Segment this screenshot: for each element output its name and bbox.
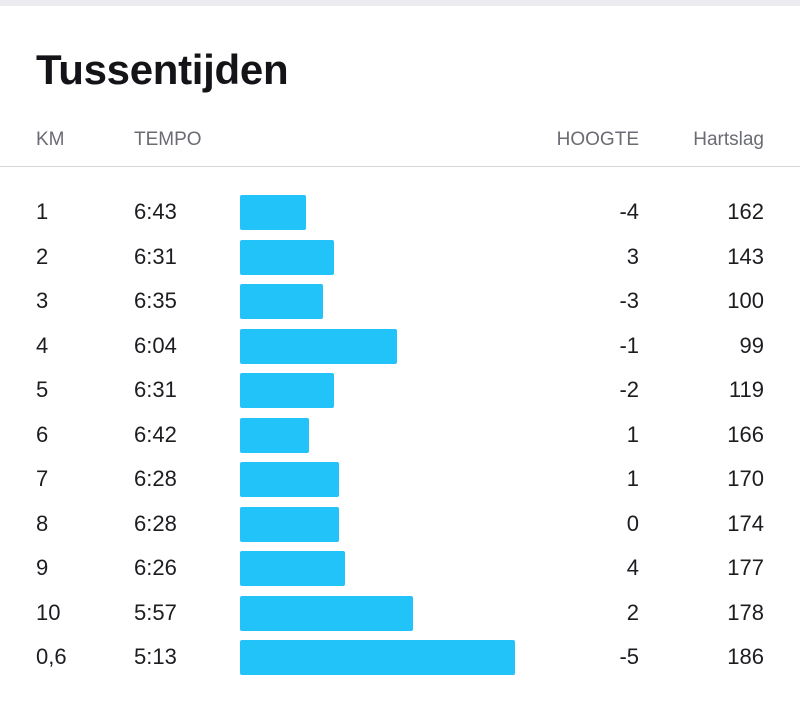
split-km: 8 bbox=[36, 510, 49, 536]
pace-bar bbox=[240, 417, 309, 453]
split-hartslag: 162 bbox=[727, 199, 764, 224]
split-km: 0,6 bbox=[36, 644, 67, 669]
pace-bar bbox=[240, 595, 413, 631]
pace-bar bbox=[240, 328, 397, 364]
split-row: 6 6:42 1 166 bbox=[0, 413, 800, 458]
split-tempo: 6:31 bbox=[134, 243, 177, 269]
split-row: 4 6:04 -1 99 bbox=[0, 324, 800, 369]
split-row: 2 6:31 3 143 bbox=[0, 235, 800, 280]
split-hartslag: 100 bbox=[727, 288, 764, 313]
split-row: 1 6:43 -4 162 bbox=[0, 190, 800, 235]
split-tempo: 5:13 bbox=[134, 644, 177, 669]
split-hoogte: 4 bbox=[626, 555, 639, 580]
split-hartslag: 170 bbox=[727, 466, 764, 491]
split-row: 8 6:28 0 174 bbox=[0, 502, 800, 547]
split-hoogte: 0 bbox=[626, 510, 639, 536]
split-tempo: 5:57 bbox=[134, 599, 177, 625]
pace-bar bbox=[240, 284, 323, 319]
split-row: 0,6 5:13 -5 186 bbox=[0, 635, 800, 680]
top-strip bbox=[0, 0, 800, 6]
split-tempo: 6:42 bbox=[134, 421, 177, 447]
pace-bar bbox=[240, 195, 306, 230]
pace-bar bbox=[240, 373, 334, 408]
column-header-tempo: TEMPO bbox=[134, 129, 202, 150]
page-title: Tussentijden bbox=[36, 46, 289, 93]
pace-bar bbox=[240, 640, 515, 675]
split-km: 1 bbox=[36, 199, 49, 224]
pace-bar bbox=[240, 462, 339, 497]
split-km: 10 bbox=[36, 599, 61, 625]
split-tempo: 6:43 bbox=[134, 199, 177, 224]
split-hoogte: 2 bbox=[626, 599, 639, 625]
split-hoogte: 1 bbox=[626, 421, 639, 447]
column-header-hoogte: HOOGTE bbox=[556, 129, 639, 150]
split-hartslag: 186 bbox=[727, 644, 764, 669]
split-hartslag: 143 bbox=[727, 243, 764, 269]
split-row: 5 6:31 -2 119 bbox=[0, 368, 800, 413]
splits-table: 1 6:43 -4 162 2 6:31 3 143 3 6:35 -3 100 4 6:04 -1 99 5 6… bbox=[0, 190, 800, 680]
split-hoogte: 1 bbox=[626, 466, 639, 491]
pace-bar bbox=[240, 551, 345, 586]
split-hoogte: -2 bbox=[619, 377, 639, 402]
split-km: 7 bbox=[36, 466, 49, 491]
split-hoogte: -4 bbox=[619, 199, 639, 224]
split-hartslag: 166 bbox=[727, 421, 764, 447]
split-hoogte: -3 bbox=[619, 288, 639, 313]
split-hartslag: 99 bbox=[739, 332, 764, 358]
split-tempo: 6:31 bbox=[134, 377, 177, 402]
split-km: 4 bbox=[36, 332, 49, 358]
split-row: 10 5:57 2 178 bbox=[0, 591, 800, 636]
split-hoogte: -5 bbox=[619, 644, 639, 669]
split-km: 5 bbox=[36, 377, 49, 402]
split-hoogte: 3 bbox=[626, 243, 639, 269]
column-header-hartslag: Hartslag bbox=[693, 129, 764, 150]
split-hartslag: 178 bbox=[727, 599, 764, 625]
split-row: 9 6:26 4 177 bbox=[0, 546, 800, 591]
split-km: 9 bbox=[36, 555, 49, 580]
split-hartslag: 119 bbox=[728, 377, 764, 402]
split-km: 2 bbox=[36, 243, 49, 269]
split-row: 7 6:28 1 170 bbox=[0, 457, 800, 502]
split-tempo: 6:26 bbox=[134, 555, 177, 580]
table-header: KM TEMPO HOOGTE Hartslag bbox=[0, 128, 800, 167]
split-km: 6 bbox=[36, 421, 49, 447]
split-tempo: 6:04 bbox=[134, 332, 177, 358]
split-hartslag: 174 bbox=[727, 510, 764, 536]
split-row: 3 6:35 -3 100 bbox=[0, 279, 800, 324]
split-hartslag: 177 bbox=[727, 555, 764, 580]
column-header-km: KM bbox=[36, 129, 65, 150]
split-tempo: 6:35 bbox=[134, 288, 177, 313]
split-tempo: 6:28 bbox=[134, 510, 177, 536]
pace-bar bbox=[240, 506, 339, 542]
split-hoogte: -1 bbox=[619, 332, 639, 358]
split-km: 3 bbox=[36, 288, 49, 313]
pace-bar bbox=[240, 239, 334, 275]
split-tempo: 6:28 bbox=[134, 466, 177, 491]
